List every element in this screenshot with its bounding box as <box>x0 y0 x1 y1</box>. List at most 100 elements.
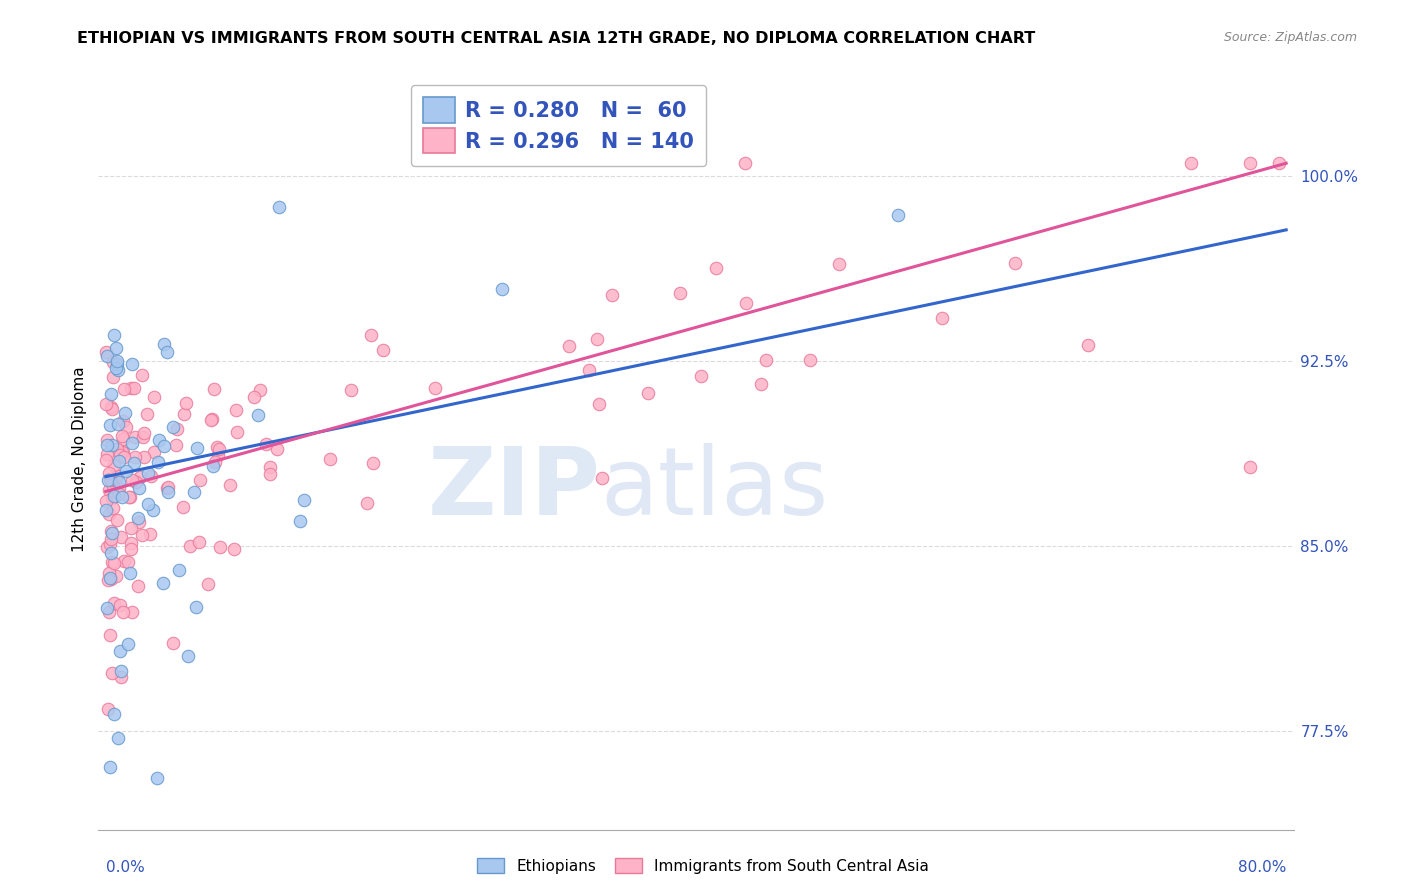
Point <box>267 200 290 214</box>
Point <box>110 429 132 443</box>
Point <box>166 422 188 436</box>
Point <box>177 649 200 664</box>
Legend: R = 0.280   N =  60, R = 0.296   N = 140: R = 0.280 N = 60, R = 0.296 N = 140 <box>411 85 706 166</box>
Point <box>183 485 205 500</box>
Point <box>98 628 121 642</box>
Point <box>361 457 384 471</box>
Point <box>118 491 141 505</box>
Point <box>120 536 142 550</box>
Text: atlas: atlas <box>600 443 828 535</box>
Point <box>243 390 266 404</box>
Point <box>112 382 135 396</box>
Point <box>122 381 145 395</box>
Point <box>98 536 121 550</box>
Point <box>200 413 222 427</box>
Point <box>127 579 149 593</box>
Point <box>124 450 146 464</box>
Point <box>112 414 135 428</box>
Point <box>121 435 143 450</box>
Point <box>828 257 851 271</box>
Point <box>100 546 122 560</box>
Point <box>755 353 778 368</box>
Point <box>749 376 772 391</box>
Point <box>98 466 121 480</box>
Point <box>112 432 135 446</box>
Point <box>111 605 134 619</box>
Point <box>585 332 607 346</box>
Point <box>103 458 125 472</box>
Point <box>172 500 194 515</box>
Point <box>103 706 125 721</box>
Point <box>600 288 623 302</box>
Point <box>100 401 122 416</box>
Point <box>110 530 132 544</box>
Point <box>190 474 212 488</box>
Point <box>207 448 229 462</box>
Point <box>588 396 610 410</box>
Point <box>96 540 118 554</box>
Point <box>218 477 240 491</box>
Point <box>139 527 162 541</box>
Point <box>124 456 146 470</box>
Point <box>141 468 163 483</box>
Point <box>105 357 128 371</box>
Point <box>591 471 613 485</box>
Point <box>105 568 128 582</box>
Point <box>104 360 127 375</box>
Point <box>1268 156 1291 170</box>
Point <box>98 571 121 585</box>
Point <box>128 515 150 529</box>
Text: 0.0%: 0.0% <box>105 860 145 875</box>
Point <box>120 521 142 535</box>
Point <box>145 771 167 785</box>
Point <box>94 494 117 508</box>
Point <box>558 339 581 353</box>
Point <box>136 407 159 421</box>
Point <box>1239 459 1261 474</box>
Point <box>371 343 394 357</box>
Point <box>153 337 176 351</box>
Point <box>117 637 139 651</box>
Point <box>98 760 121 774</box>
Point <box>127 511 149 525</box>
Point <box>205 440 228 454</box>
Point <box>491 282 513 296</box>
Point <box>114 406 136 420</box>
Point <box>100 524 122 539</box>
Point <box>108 598 131 612</box>
Point <box>96 433 118 447</box>
Point <box>103 556 125 570</box>
Point <box>288 514 311 528</box>
Point <box>136 497 159 511</box>
Point <box>148 455 170 469</box>
Point <box>225 403 247 417</box>
Point <box>103 327 125 342</box>
Point <box>96 601 118 615</box>
Point <box>96 438 118 452</box>
Point <box>120 542 142 557</box>
Point <box>100 387 122 401</box>
Point <box>1239 156 1261 170</box>
Point <box>222 541 245 556</box>
Point <box>225 425 247 440</box>
Point <box>266 442 288 457</box>
Point <box>156 480 179 494</box>
Point <box>156 482 179 496</box>
Point <box>107 454 129 468</box>
Point <box>94 345 117 359</box>
Point <box>112 554 135 568</box>
Point <box>1004 256 1026 270</box>
Point <box>319 452 342 467</box>
Point <box>108 481 131 495</box>
Point <box>134 425 156 440</box>
Text: Source: ZipAtlas.com: Source: ZipAtlas.com <box>1223 31 1357 45</box>
Point <box>110 670 132 684</box>
Point <box>360 327 382 342</box>
Point <box>247 408 270 422</box>
Point <box>100 572 122 586</box>
Point <box>201 412 224 426</box>
Point <box>188 535 211 549</box>
Point <box>114 464 136 478</box>
Point <box>120 566 142 581</box>
Point <box>292 492 315 507</box>
